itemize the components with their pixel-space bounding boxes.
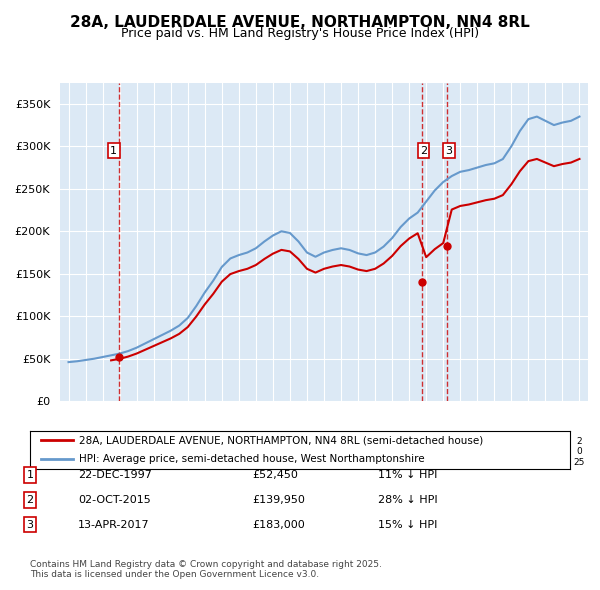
Text: 1
9
99: 1 9 99	[131, 437, 142, 467]
Text: 2
0
01: 2 0 01	[165, 437, 176, 467]
Text: 2
0
19: 2 0 19	[472, 437, 483, 467]
Text: 2
0
17: 2 0 17	[437, 437, 449, 467]
Text: 3: 3	[26, 520, 34, 529]
Text: 2
0
14: 2 0 14	[386, 437, 398, 467]
Text: 28A, LAUDERDALE AVENUE, NORTHAMPTON, NN4 8RL (semi-detached house): 28A, LAUDERDALE AVENUE, NORTHAMPTON, NN4…	[79, 435, 483, 445]
Text: 2
0
03: 2 0 03	[199, 437, 211, 467]
Text: 2
0
12: 2 0 12	[352, 437, 364, 467]
Text: £52,450: £52,450	[252, 470, 298, 480]
Text: 2
0
02: 2 0 02	[182, 437, 193, 467]
Text: 2
0
20: 2 0 20	[488, 437, 500, 467]
Text: 2
0
09: 2 0 09	[301, 437, 313, 467]
Text: 2
0
07: 2 0 07	[267, 437, 278, 467]
Text: 2
0
21: 2 0 21	[506, 437, 517, 467]
Text: 2
0
05: 2 0 05	[233, 437, 245, 467]
Text: 22-DEC-1997: 22-DEC-1997	[78, 470, 152, 480]
Text: £183,000: £183,000	[252, 520, 305, 529]
Text: 13-APR-2017: 13-APR-2017	[78, 520, 149, 529]
Text: 1
9
95: 1 9 95	[63, 437, 74, 467]
Text: 2
0
10: 2 0 10	[318, 437, 330, 467]
Text: 2
0
22: 2 0 22	[523, 437, 534, 467]
Text: 2
0
08: 2 0 08	[284, 437, 296, 467]
Text: 2
0
04: 2 0 04	[216, 437, 227, 467]
Text: 28% ↓ HPI: 28% ↓ HPI	[378, 495, 437, 504]
Text: 28A, LAUDERDALE AVENUE, NORTHAMPTON, NN4 8RL: 28A, LAUDERDALE AVENUE, NORTHAMPTON, NN4…	[70, 15, 530, 30]
Text: 2
0
11: 2 0 11	[335, 437, 347, 467]
Text: 1
9
97: 1 9 97	[97, 437, 109, 467]
Text: 2
0
25: 2 0 25	[574, 437, 585, 467]
Text: 1
9
98: 1 9 98	[114, 437, 125, 467]
Text: 2: 2	[420, 146, 427, 156]
Text: 1
9
96: 1 9 96	[80, 437, 91, 467]
Text: HPI: Average price, semi-detached house, West Northamptonshire: HPI: Average price, semi-detached house,…	[79, 454, 424, 464]
Text: 2: 2	[26, 495, 34, 504]
Text: 2
0
15: 2 0 15	[403, 437, 415, 467]
Text: 2
0
00: 2 0 00	[148, 437, 160, 467]
Text: 2
0
18: 2 0 18	[455, 437, 466, 467]
Text: 1: 1	[26, 470, 34, 480]
Text: 2
0
24: 2 0 24	[557, 437, 568, 467]
Text: 02-OCT-2015: 02-OCT-2015	[78, 495, 151, 504]
Text: Contains HM Land Registry data © Crown copyright and database right 2025.
This d: Contains HM Land Registry data © Crown c…	[30, 560, 382, 579]
Text: 3: 3	[446, 146, 452, 156]
Text: 15% ↓ HPI: 15% ↓ HPI	[378, 520, 437, 529]
Text: 2
0
23: 2 0 23	[540, 437, 551, 467]
Text: 1: 1	[110, 146, 117, 156]
Text: Price paid vs. HM Land Registry's House Price Index (HPI): Price paid vs. HM Land Registry's House …	[121, 27, 479, 40]
Text: 2
0
16: 2 0 16	[421, 437, 432, 467]
Text: 2
0
06: 2 0 06	[250, 437, 262, 467]
Text: 11% ↓ HPI: 11% ↓ HPI	[378, 470, 437, 480]
Text: £139,950: £139,950	[252, 495, 305, 504]
Text: 2
0
13: 2 0 13	[370, 437, 381, 467]
